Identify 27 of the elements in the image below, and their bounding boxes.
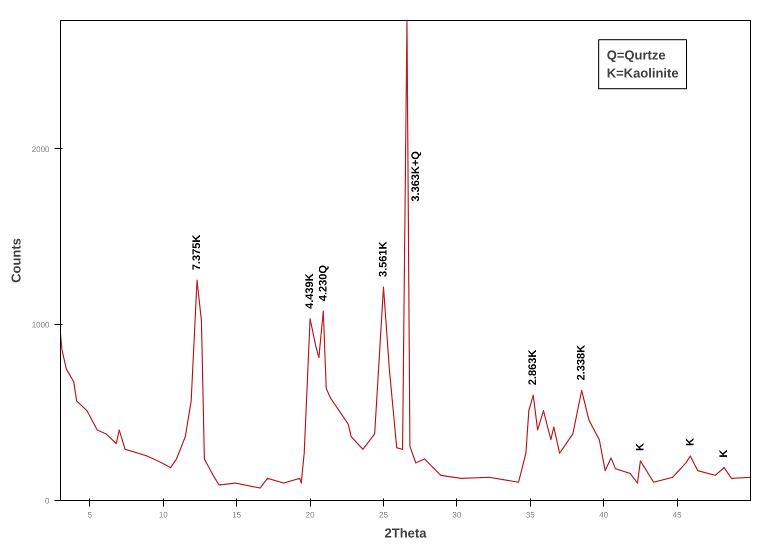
x-tick-label: 30 <box>452 510 462 520</box>
x-tick-label: 45 <box>672 510 682 520</box>
y-tick-label: 2000 <box>32 144 50 154</box>
annotation: Q=Qurtze <box>606 48 666 63</box>
x-tick-label: 25 <box>379 510 388 520</box>
annotation: 3.363K+Q <box>410 150 422 202</box>
annotation: K <box>634 442 646 451</box>
annotation: K=Kaolinite <box>606 66 679 81</box>
annotation: 4.439K <box>304 273 316 309</box>
annotation: 3.561K <box>377 242 390 278</box>
annotation: K <box>684 438 696 446</box>
x-tick-label: 10 <box>158 510 168 520</box>
annotation: 7.375K <box>191 234 204 270</box>
x-tick-label: 35 <box>526 510 536 520</box>
annotation: 2.863K <box>527 350 540 386</box>
y-tick-label: 1000 <box>32 320 50 330</box>
x-tick-label: 5 <box>88 510 93 520</box>
annotation: 2.338K <box>576 344 588 380</box>
y-tick-label: 0 <box>45 496 50 506</box>
annotation: 4.230Q <box>317 264 330 302</box>
x-tick-label: 20 <box>306 510 316 520</box>
x-axis-title: 2Theta <box>384 526 428 540</box>
annotation: K <box>718 450 730 458</box>
x-tick-label: 15 <box>232 510 242 520</box>
line-series <box>60 20 750 489</box>
y-axis-title: Counts <box>8 238 24 283</box>
x-tick-label: 40 <box>599 510 609 520</box>
